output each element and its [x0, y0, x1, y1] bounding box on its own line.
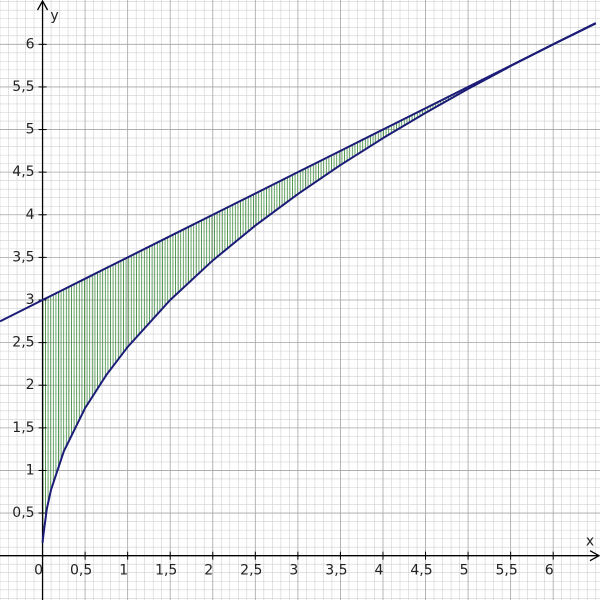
x-tick-label: 3 — [289, 563, 298, 579]
y-tick-label: 4 — [26, 207, 35, 223]
y-tick-label: 1 — [26, 462, 35, 478]
y-tick-label: 3,5 — [12, 249, 34, 265]
x-arrow — [589, 550, 600, 562]
x-tick-label: 0 — [34, 563, 43, 579]
x-tick-label: 1,5 — [155, 563, 177, 579]
y-tick-label: 4,5 — [12, 164, 34, 180]
y-tick-label: 5,5 — [12, 79, 34, 95]
y-tick-label: 5 — [26, 122, 35, 138]
x-tick-label: 5,5 — [496, 563, 518, 579]
fill-layer — [42, 44, 554, 543]
x-axis-label: x — [586, 534, 594, 550]
labels: 0 0,5 1 1,5 2 2,5 3 3,5 4 4,5 5 5,5 6 0,5 1 1,5 2 2,5 3 3,5… — [12, 8, 594, 579]
y-tick-label: 6 — [26, 36, 35, 52]
series-line — [0, 22, 597, 323]
x-tick-label: 2 — [204, 563, 213, 579]
y-tick-label: 2 — [26, 377, 35, 393]
series-line — [41, 22, 597, 544]
y-tick-label: 1,5 — [12, 420, 34, 436]
x-tick-label: 3,5 — [325, 563, 347, 579]
x-tick-label: 1 — [119, 563, 128, 579]
shaded-area — [42, 44, 554, 543]
x-tick-label: 2,5 — [240, 563, 262, 579]
x-tick-label: 0,5 — [70, 563, 92, 579]
y-axis-label: y — [50, 8, 58, 24]
marks — [0, 22, 597, 544]
x-tick-label: 4 — [375, 563, 384, 579]
y-arrow — [36, 0, 49, 11]
y-tick-label: 2,5 — [12, 335, 34, 351]
x-tick-label: 6 — [545, 563, 554, 579]
x-tick-label: 4,5 — [410, 563, 432, 579]
x-tick-label: 5 — [460, 563, 469, 579]
y-tick-label: 0,5 — [12, 505, 34, 521]
y-tick-label: 3 — [26, 292, 35, 308]
